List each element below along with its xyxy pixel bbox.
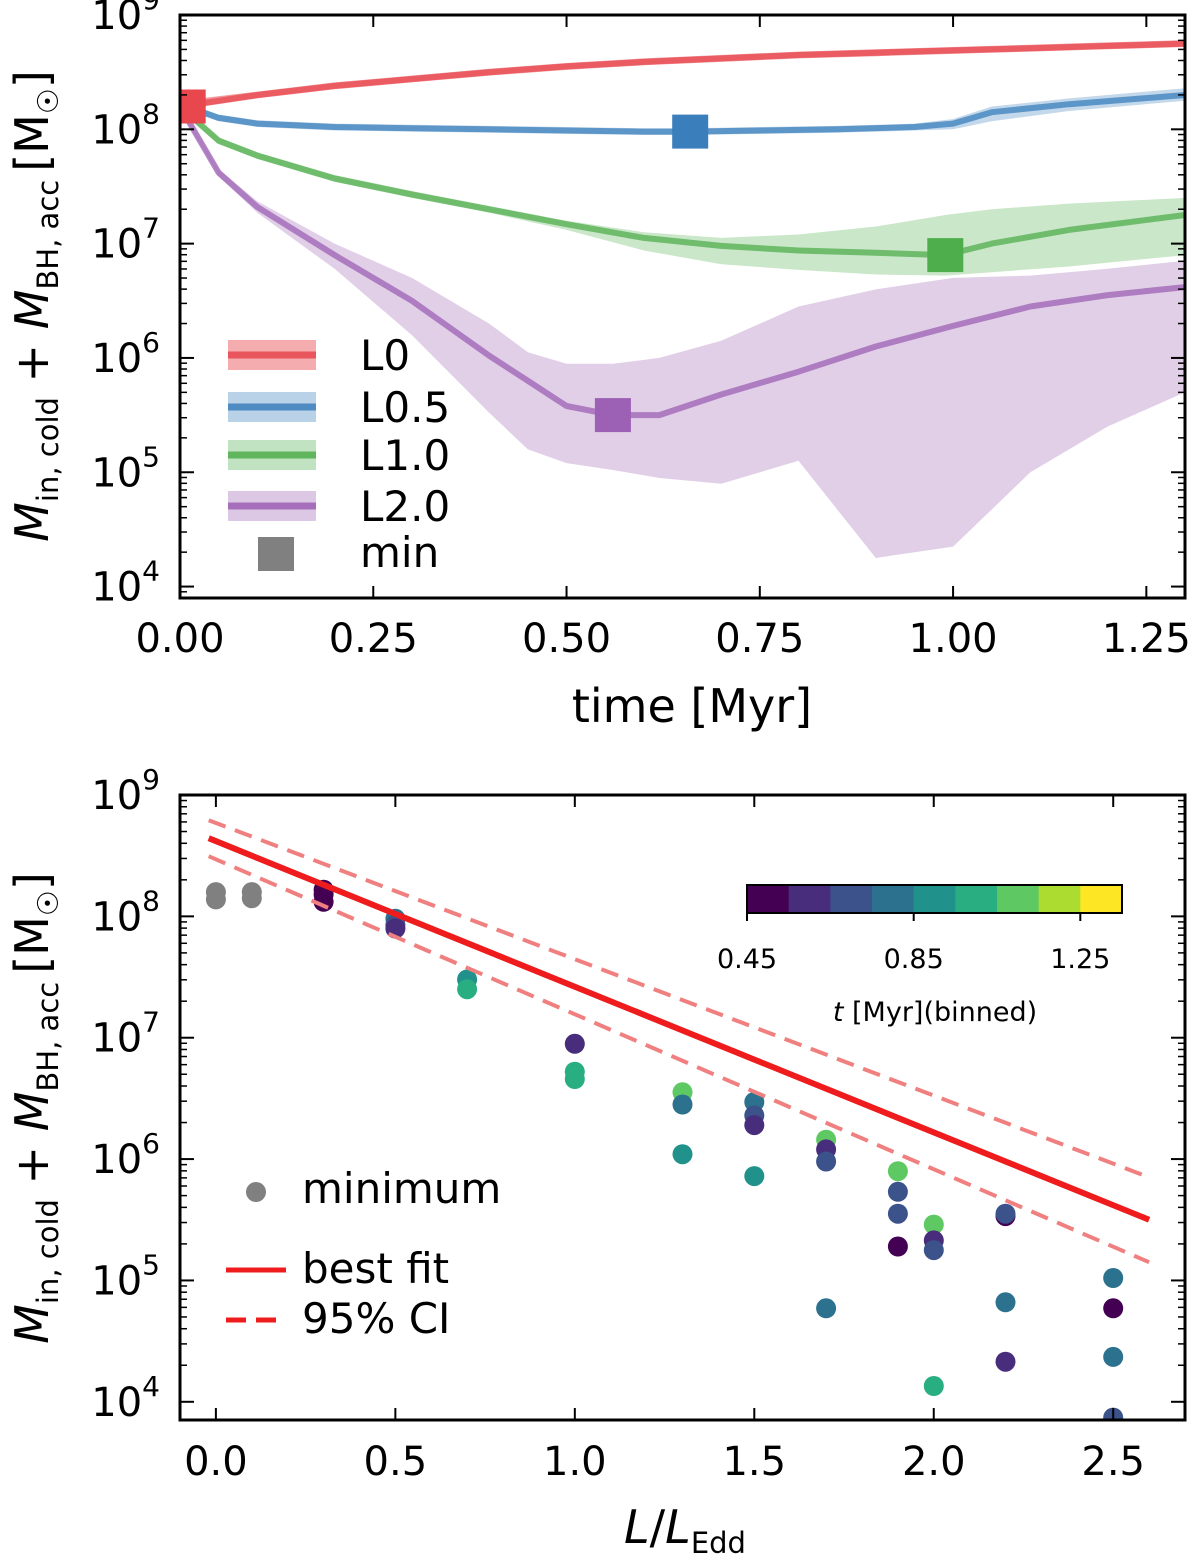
colorbar: 0.45 0.85 1.25 t [Myr](binned) xyxy=(717,884,1123,1028)
legend-label-ci: 95% CI xyxy=(302,1294,450,1343)
legend-marker-minimum xyxy=(246,1182,266,1202)
line-l0 xyxy=(180,40,1185,110)
min-marker-l20 xyxy=(594,398,631,433)
colorbar-label: t [Myr](binned) xyxy=(833,997,1037,1028)
bottom-legend: minimum best fit 95% CI xyxy=(226,1164,501,1343)
bottom-y-tick-label: 108 xyxy=(91,884,160,940)
scatter-point xyxy=(995,1203,1016,1224)
top-x-axis-label: time [Myr] xyxy=(572,679,812,733)
colorbar-cell xyxy=(788,885,831,913)
legend-label-min: min xyxy=(360,528,439,577)
colorbar-cell xyxy=(1038,885,1081,913)
scatter-point xyxy=(1103,1346,1124,1367)
scatter-point xyxy=(564,1069,585,1089)
scatter-point xyxy=(923,1214,944,1235)
line-l10 xyxy=(180,104,1185,259)
legend-label-best-fit: best fit xyxy=(302,1244,449,1293)
colorbar-cell xyxy=(913,885,956,913)
scatter-point xyxy=(672,1144,693,1165)
min-marker-l10 xyxy=(927,238,964,273)
colorbar-cell xyxy=(872,885,915,913)
bottom-y-tick-label: 104 xyxy=(91,1370,160,1426)
scatter-point xyxy=(816,1298,837,1319)
best-fit-line xyxy=(207,835,1151,1223)
top-x-tick-label: 0.50 xyxy=(522,616,611,662)
legend-label-minimum: minimum xyxy=(302,1164,501,1213)
bottom-axes-frame xyxy=(178,793,1187,1422)
top-y-tick-label: 106 xyxy=(91,326,160,382)
band-l20 xyxy=(180,103,1185,558)
time-series-panel: 0.00 0.25 0.50 0.75 1.00 1.25 104 105 106 107 108 1… xyxy=(5,0,1191,733)
colorbar-tick-label-3: 1.25 xyxy=(1050,944,1110,975)
band-l10 xyxy=(180,103,1185,276)
bottom-y-tick-label: 109 xyxy=(91,763,160,819)
scatter-point xyxy=(744,1166,765,1187)
top-x-tick-label: 0.00 xyxy=(135,616,224,662)
bottom-x-tick-label: 0.0 xyxy=(184,1439,248,1485)
top-legend: L0 L0.5 L1.0 L2.0 min xyxy=(228,331,450,577)
top-y-axis-label: Min, cold + MBH, acc[M☉] xyxy=(5,70,65,542)
scatter-point xyxy=(816,1151,837,1172)
top-x-tick-label: 0.75 xyxy=(715,616,804,662)
scatter-point xyxy=(1103,1298,1124,1319)
bottom-y-axis-label: Min, cold + MBH, acc[M☉] xyxy=(5,872,65,1344)
top-y-tick-label: 107 xyxy=(91,212,160,268)
bottom-x-axis-label: L/LEdd xyxy=(624,1500,746,1558)
bottom-y-tick-label: 107 xyxy=(91,1006,160,1062)
top-y-tick-label: 105 xyxy=(91,440,160,496)
scatter-point xyxy=(457,979,478,1000)
bottom-x-tick-label: 1.5 xyxy=(722,1439,786,1485)
colorbar-cell xyxy=(955,885,998,913)
minimum-point xyxy=(205,889,226,910)
bottom-y-tick-label: 106 xyxy=(91,1127,160,1183)
bottom-x-tick-label: 1.0 xyxy=(543,1439,607,1485)
bottom-y-tick-label: 105 xyxy=(91,1248,160,1304)
min-marker-l05 xyxy=(672,114,709,149)
ci-lower-line xyxy=(207,854,1150,1265)
scatter-point xyxy=(923,1240,944,1261)
scatter-point xyxy=(887,1161,908,1182)
scatter-point xyxy=(1103,1268,1124,1288)
scatter-point xyxy=(923,1376,944,1396)
min-marker-l0 xyxy=(180,89,206,124)
bottom-x-tick-label: 2.0 xyxy=(902,1439,966,1485)
scatter-point xyxy=(995,1292,1016,1313)
colorbar-cell xyxy=(830,885,873,913)
scatter-point xyxy=(564,1033,585,1054)
legend-label-l20: L2.0 xyxy=(360,482,450,531)
legend-label-l10: L1.0 xyxy=(360,431,450,480)
colorbar-cell xyxy=(1080,885,1123,913)
colorbar-cell xyxy=(997,885,1040,913)
top-x-tick-label: 1.00 xyxy=(909,616,998,662)
top-x-tick-label: 0.25 xyxy=(329,616,418,662)
legend-label-l05: L0.5 xyxy=(360,383,450,432)
colorbar-frame xyxy=(746,884,1123,914)
minimum-point xyxy=(241,888,262,909)
top-y-tick-label: 109 xyxy=(91,0,160,39)
top-y-tick-label: 108 xyxy=(91,97,160,153)
scatter-point xyxy=(672,1094,693,1115)
legend-label-l0: L0 xyxy=(360,331,410,380)
scatter-point xyxy=(995,1351,1016,1372)
scatter-point xyxy=(887,1203,908,1224)
top-y-tick-label: 104 xyxy=(91,555,160,611)
bottom-x-tick-label: 2.5 xyxy=(1081,1439,1145,1485)
colorbar-tick-label-1: 0.45 xyxy=(717,944,777,975)
colorbar-cell xyxy=(747,885,790,913)
legend-marker-min xyxy=(258,537,294,571)
line-l05 xyxy=(180,92,1185,135)
scatter-point xyxy=(744,1115,765,1136)
scatter-point xyxy=(887,1236,908,1257)
scatter-panel: 0.0 0.5 1.0 1.5 2.0 2.5 104 105 106 107 108 109 L/L… xyxy=(5,763,1187,1558)
bottom-x-tick-label: 0.5 xyxy=(364,1439,428,1485)
colorbar-tick-label-2: 0.85 xyxy=(884,944,944,975)
scatter-point xyxy=(887,1181,908,1202)
top-axes-frame xyxy=(178,13,1187,600)
top-x-tick-label: 1.25 xyxy=(1102,616,1191,662)
